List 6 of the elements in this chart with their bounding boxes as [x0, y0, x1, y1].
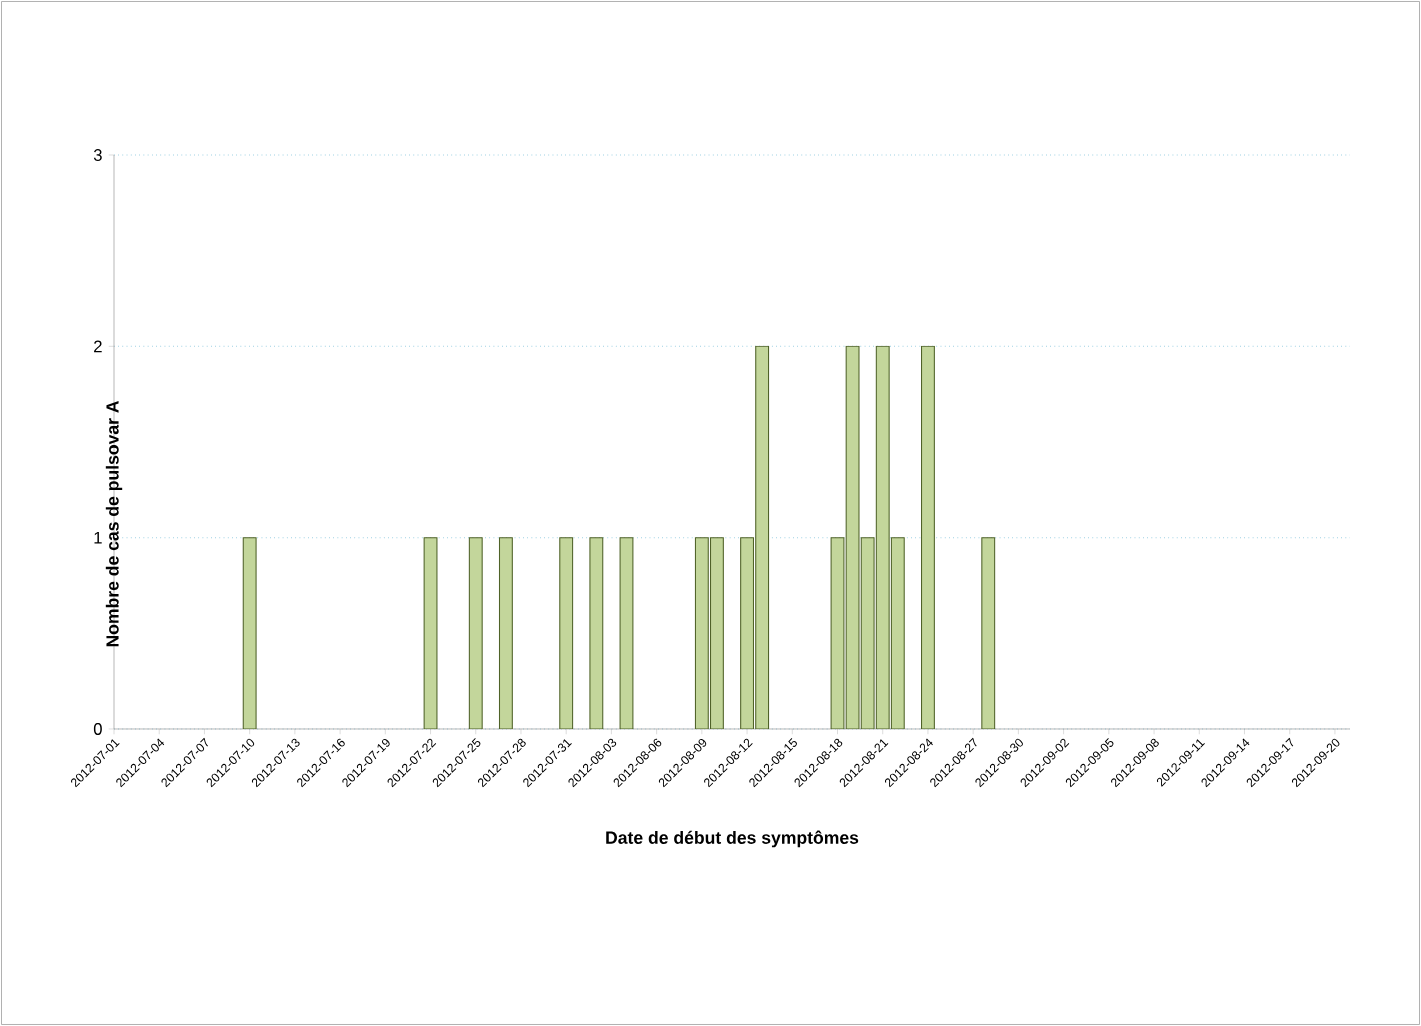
- y-axis-title: Nombre de cas de pulsovar A: [105, 400, 123, 647]
- y-tick-label: 0: [93, 723, 102, 735]
- x-axis-title: Date de début des symptômes: [606, 830, 859, 848]
- y-tick-label: 2: [94, 340, 102, 353]
- y-tick-label: 3: [93, 149, 102, 161]
- y-tick-label: 1: [94, 531, 102, 544]
